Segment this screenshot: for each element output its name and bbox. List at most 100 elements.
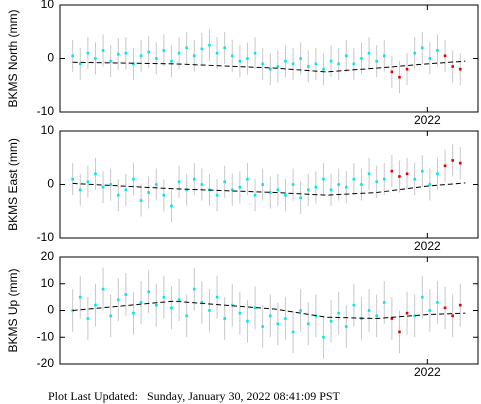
data-point — [200, 183, 204, 186]
data-point — [306, 188, 310, 192]
data-point — [268, 314, 272, 318]
data-point — [436, 49, 439, 52]
data-point — [367, 309, 371, 312]
data-point — [147, 290, 150, 294]
data-point — [344, 185, 348, 189]
data-point — [352, 303, 356, 307]
data-point — [382, 301, 386, 304]
data-point — [192, 287, 196, 291]
data-point — [428, 183, 432, 186]
data-point — [192, 177, 196, 181]
data-point — [253, 51, 257, 55]
data-point — [215, 51, 219, 55]
y-tick-label: 10 — [41, 276, 55, 290]
data-point — [246, 319, 249, 323]
data-point — [458, 303, 462, 307]
data-point — [139, 301, 143, 304]
data-point — [177, 298, 181, 302]
data-point — [238, 185, 242, 189]
data-point — [253, 193, 257, 197]
y-tick-label: 0 — [47, 51, 54, 65]
data-point — [71, 177, 74, 181]
data-point — [367, 51, 371, 55]
data-point — [109, 59, 112, 63]
footer-value: Sunday, January 30, 2022 08:41:09 PST — [147, 389, 341, 403]
data-point — [314, 185, 318, 189]
data-point — [306, 65, 310, 68]
data-point — [94, 303, 97, 307]
trend-line — [72, 300, 466, 320]
data-point — [139, 199, 143, 202]
data-point — [261, 325, 264, 328]
data-point — [276, 188, 280, 192]
data-point — [185, 188, 188, 192]
data-point — [268, 191, 272, 194]
data-point — [329, 188, 333, 192]
data-point — [109, 314, 112, 318]
data-point — [337, 311, 340, 315]
data-point — [230, 54, 234, 58]
data-point — [124, 51, 128, 55]
data-point — [109, 183, 112, 186]
x-tick-label: 2022 — [414, 365, 441, 379]
data-point — [124, 188, 128, 192]
y-tick-label: -10 — [37, 329, 55, 343]
plot-frame — [59, 4, 479, 113]
data-point — [299, 57, 302, 60]
data-point — [116, 193, 120, 197]
data-point — [101, 287, 105, 291]
data-point — [405, 172, 409, 176]
data-point — [208, 309, 211, 312]
data-point — [299, 196, 302, 200]
data-point — [299, 309, 302, 312]
data-point — [86, 317, 90, 320]
plot-frame — [59, 130, 479, 239]
data-point — [420, 46, 424, 50]
data-point — [291, 183, 295, 186]
data-point — [458, 161, 462, 165]
data-point — [71, 54, 74, 58]
data-point — [352, 62, 356, 66]
y-tick-label: 20 — [41, 249, 55, 263]
data-point — [223, 180, 226, 184]
data-point — [344, 325, 348, 328]
data-point — [428, 309, 432, 312]
y-axis-label: BKMS East (mm) — [6, 138, 20, 231]
data-point — [413, 314, 416, 318]
data-point — [314, 62, 318, 66]
data-point — [284, 193, 287, 197]
data-point — [78, 295, 82, 299]
data-point — [185, 46, 188, 50]
data-point — [276, 65, 280, 68]
data-point — [139, 54, 143, 58]
y-axis-label: BKMS North (mm) — [6, 9, 20, 107]
y-tick-label: -10 — [37, 104, 55, 118]
data-point — [360, 183, 363, 186]
panel: BKMS Up (mm) -20 -10 0 10 20 2022 — [6, 249, 479, 379]
data-point — [208, 43, 211, 47]
x-tick-label: 2022 — [414, 113, 441, 127]
y-tick-label: -10 — [37, 230, 55, 244]
data-point — [405, 311, 409, 315]
panel: BKMS East (mm) -10 0 10 2022 — [6, 123, 479, 253]
y-tick-label: 10 — [41, 123, 55, 137]
data-point — [246, 57, 249, 60]
data-point — [94, 172, 97, 176]
data-point — [344, 54, 348, 58]
data-point — [192, 54, 196, 58]
data-point — [177, 51, 181, 55]
data-point — [375, 314, 378, 318]
data-point — [116, 298, 120, 302]
data-point — [94, 57, 97, 60]
footer-label: Plot Last Updated: — [48, 389, 138, 403]
y-tick-label: 0 — [47, 303, 54, 317]
data-point — [200, 47, 204, 51]
data-point — [147, 50, 150, 54]
data-point — [413, 177, 416, 181]
data-point — [420, 169, 424, 173]
data-point — [337, 62, 340, 66]
data-point — [390, 317, 394, 320]
y-tick-label: -20 — [37, 356, 55, 370]
data-point — [261, 62, 264, 66]
